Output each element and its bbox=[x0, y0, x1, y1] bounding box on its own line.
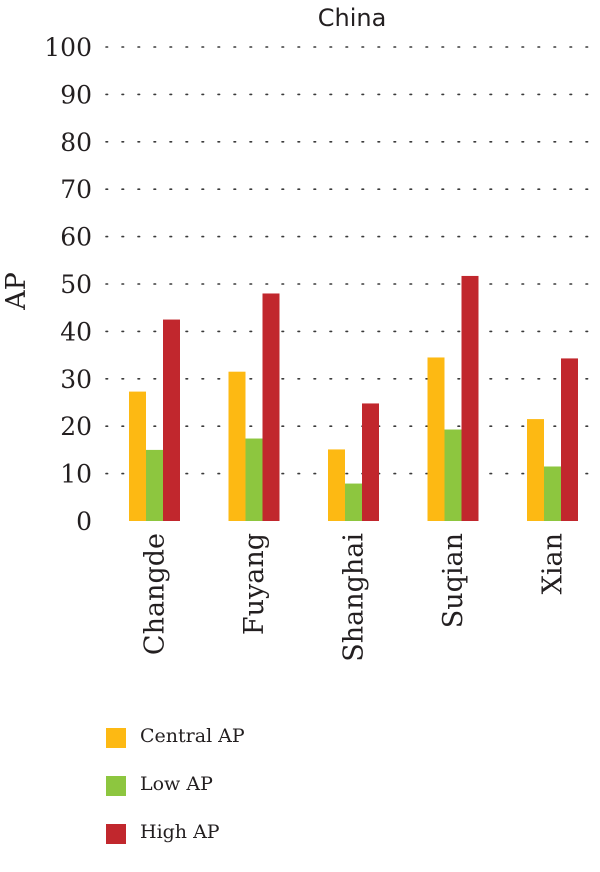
legend-label-low-ap: Low AP bbox=[140, 773, 213, 795]
bar-fuyang-central-ap bbox=[228, 371, 246, 521]
y-tick-label: 10 bbox=[60, 460, 92, 489]
legend-label-central-ap: Central AP bbox=[140, 725, 245, 747]
y-tick-label: 40 bbox=[60, 317, 92, 346]
bar-changde-high-ap bbox=[163, 319, 180, 521]
x-category-label: Xian bbox=[538, 533, 569, 594]
bar-shanghai-high-ap bbox=[362, 403, 379, 521]
gridlines bbox=[105, 46, 591, 475]
bars bbox=[129, 275, 578, 521]
y-tick-label: 100 bbox=[44, 33, 92, 62]
legend: Central AP Low AP High AP bbox=[106, 725, 406, 872]
y-tick-label: 60 bbox=[60, 223, 92, 252]
legend-swatch-high-ap bbox=[106, 824, 126, 844]
bar-fuyang-low-ap bbox=[245, 438, 263, 521]
y-tick-label: 30 bbox=[60, 365, 92, 394]
bar-shanghai-central-ap bbox=[328, 449, 345, 521]
bar-changde-central-ap bbox=[129, 391, 146, 521]
y-axis-title: AP bbox=[1, 272, 32, 311]
bar-xian-high-ap bbox=[561, 358, 578, 521]
legend-item-central-ap: Central AP bbox=[106, 725, 406, 776]
bar-suqian-high-ap bbox=[461, 275, 479, 521]
y-tick-label: 20 bbox=[60, 412, 92, 441]
x-category-label: Suqian bbox=[438, 533, 469, 628]
y-tick-label: 0 bbox=[76, 507, 92, 536]
legend-item-low-ap: Low AP bbox=[106, 773, 406, 824]
x-category-label: Fuyang bbox=[239, 533, 270, 635]
legend-item-high-ap: High AP bbox=[106, 821, 406, 872]
legend-swatch-central-ap bbox=[106, 728, 126, 748]
y-tick-label: 70 bbox=[60, 175, 92, 204]
y-tick-label: 50 bbox=[60, 270, 92, 299]
bar-xian-central-ap bbox=[527, 419, 544, 521]
bar-suqian-central-ap bbox=[427, 357, 445, 521]
y-tick-label: 90 bbox=[60, 80, 92, 109]
chart-title: China bbox=[318, 4, 387, 32]
x-category-label: Shanghai bbox=[339, 533, 370, 662]
x-category-label: Changde bbox=[140, 533, 171, 655]
bar-shanghai-low-ap bbox=[345, 483, 362, 521]
legend-label-high-ap: High AP bbox=[140, 821, 220, 843]
bar-fuyang-high-ap bbox=[262, 293, 280, 521]
x-axis-categories: Changde Fuyang Shanghai Suqian Xian bbox=[140, 533, 569, 662]
legend-swatch-low-ap bbox=[106, 776, 126, 796]
y-axis-ticks: 0 10 20 30 40 50 60 70 80 90 100 bbox=[44, 33, 92, 536]
bar-xian-low-ap bbox=[544, 466, 561, 521]
bar-suqian-low-ap bbox=[444, 429, 462, 521]
bar-changde-low-ap bbox=[146, 449, 163, 521]
y-tick-label: 80 bbox=[60, 128, 92, 157]
